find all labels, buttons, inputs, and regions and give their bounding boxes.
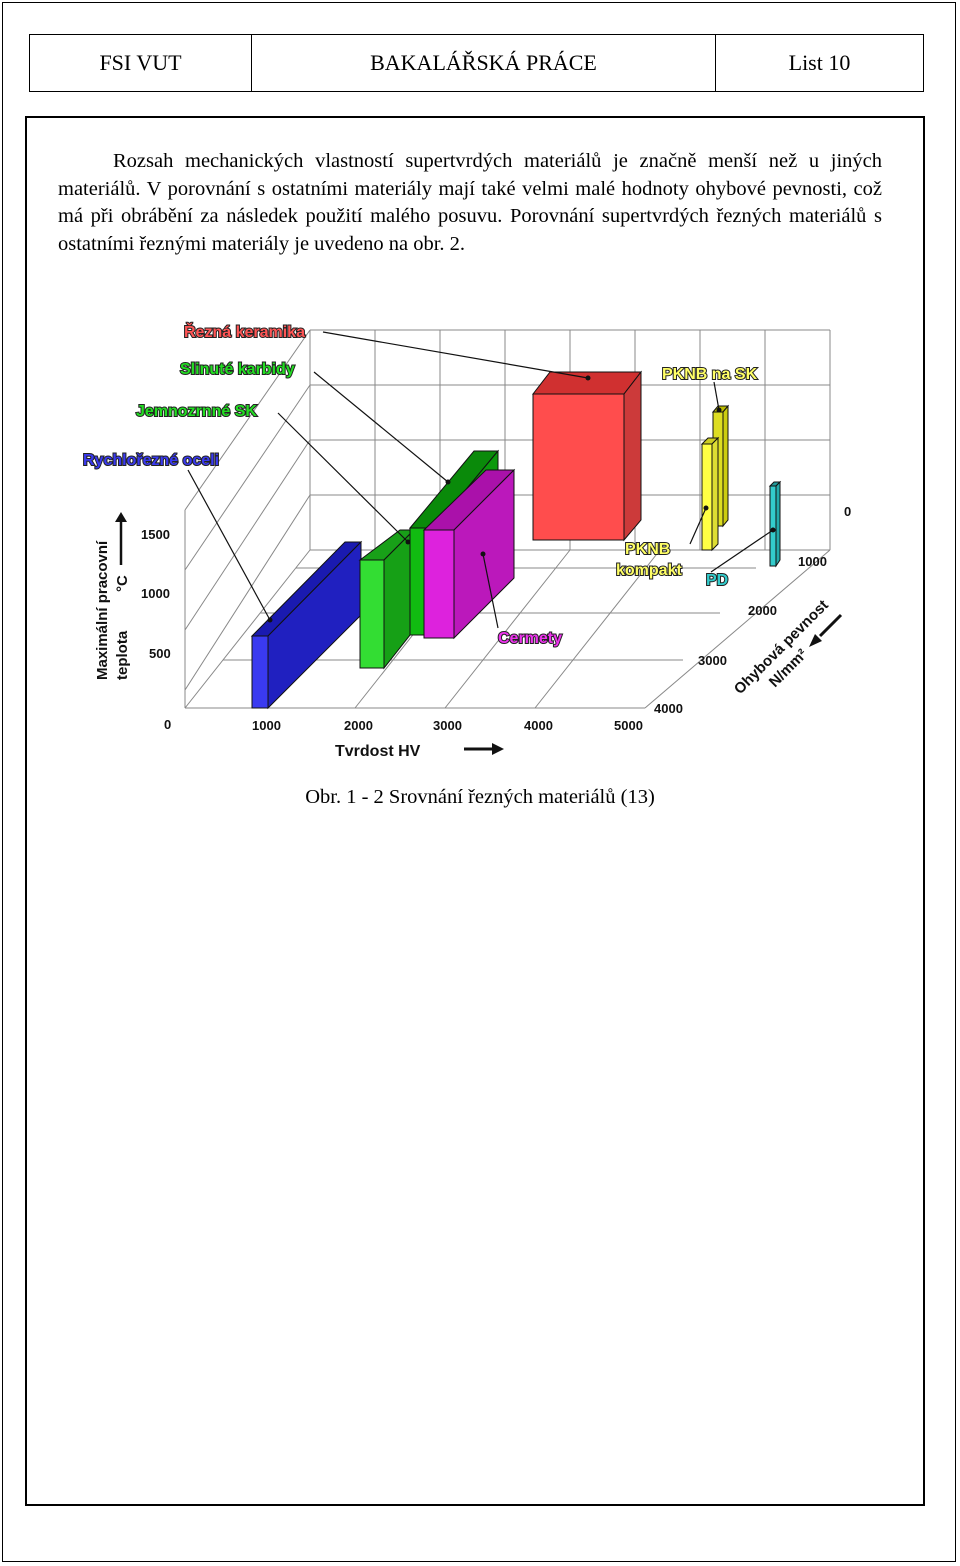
y-tick-1000: 1000 (141, 586, 170, 601)
z-tick-4000: 4000 (654, 701, 683, 716)
y-axis-arrow-head (115, 512, 127, 522)
figure-3d-bar-chart: Řezná keramika Slinuté karbidy Jemnozrnn… (78, 310, 868, 765)
x-tick-3000: 3000 (433, 718, 462, 733)
bar-pknb-kompakt (700, 436, 720, 552)
y-tick-0: 0 (164, 717, 171, 732)
header-page-number: List 10 (788, 50, 851, 75)
z-axis-arrow-head (809, 634, 822, 647)
y-axis-unit: °C (114, 575, 131, 592)
label-cermety: Cermety (498, 630, 562, 647)
z-tick-0: 0 (844, 504, 851, 519)
x-axis-title: Tvrdost HV (335, 743, 421, 760)
body-paragraph: Rozsah mechanických vlastností supertvrd… (58, 148, 882, 258)
label-jemnozrnne-sk: Jemnozrnné SK (136, 403, 257, 420)
label-slinute-karbidy: Slinuté karbidy (180, 361, 295, 378)
y-axis-title-line2: teplota (114, 630, 131, 680)
x-axis: 1000 2000 3000 4000 5000 Tvrdost HV (252, 718, 643, 760)
page-header: FSI VUT BAKALÁŘSKÁ PRÁCE List 10 (29, 34, 924, 92)
leader-dots (267, 375, 776, 623)
x-tick-1000: 1000 (252, 718, 281, 733)
label-pknb-kompakt-line2: kompakt (616, 562, 682, 579)
x-tick-2000: 2000 (344, 718, 373, 733)
leader-lines (187, 331, 774, 629)
y-axis-title-line1: Maximální pracovní (94, 540, 111, 680)
y-axis: Maximální pracovní teplota °C 0 500 1000… (94, 512, 171, 732)
bar-pd (768, 480, 782, 568)
z-tick-1000: 1000 (798, 554, 827, 569)
y-tick-1500: 1500 (141, 527, 170, 542)
z-tick-3000: 3000 (698, 653, 727, 668)
x-tick-5000: 5000 (614, 718, 643, 733)
figure-caption: Obr. 1 - 2 Srovnání řezných materiálů (1… (305, 786, 655, 808)
z-tick-2000: 2000 (748, 603, 777, 618)
label-pd: PD (706, 572, 728, 589)
bar-jemnozrnne-sk (358, 528, 416, 670)
label-rezna-keramika: Řezná keramika (184, 322, 305, 341)
x-tick-4000: 4000 (524, 718, 553, 733)
x-axis-arrow-head (492, 743, 504, 755)
label-pknb-na-sk: PKNB na SK (662, 366, 758, 383)
y-tick-500: 500 (149, 646, 171, 661)
z-axis: 0 1000 2000 3000 4000 Ohybová pevnost N/… (654, 504, 851, 716)
bar-rychlorezne-oceli (250, 540, 363, 710)
label-rychlorezne-oceli: Rychlořezné oceli (83, 452, 219, 469)
figure-svg: Řezná keramika Slinuté karbidy Jemnozrnn… (82, 321, 851, 760)
content-frame (25, 116, 925, 1506)
label-pknb-kompakt-line1: PKNB (625, 541, 670, 558)
bar-rezna-keramika (531, 370, 643, 542)
body-paragraph-text: Rozsah mechanických vlastností supertvrd… (58, 150, 882, 255)
header-document-type: BAKALÁŘSKÁ PRÁCE (252, 35, 716, 91)
z-axis-arrow-line (818, 613, 843, 638)
header-institution: FSI VUT (30, 35, 252, 91)
